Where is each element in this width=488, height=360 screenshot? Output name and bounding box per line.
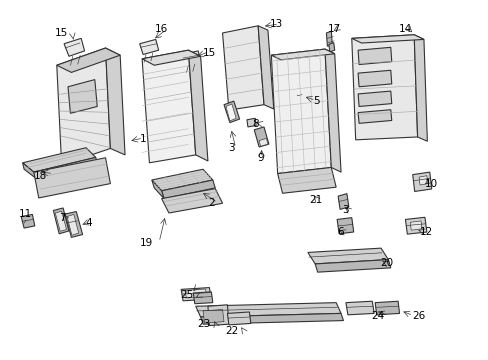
Text: 8: 8 bbox=[252, 120, 259, 129]
Text: 5: 5 bbox=[312, 96, 319, 106]
Text: 21: 21 bbox=[308, 195, 322, 205]
Text: 20: 20 bbox=[379, 258, 392, 268]
Polygon shape bbox=[21, 215, 35, 228]
Polygon shape bbox=[184, 289, 206, 298]
Polygon shape bbox=[295, 90, 303, 103]
Polygon shape bbox=[259, 138, 267, 146]
Text: 14: 14 bbox=[398, 24, 411, 35]
Polygon shape bbox=[227, 312, 250, 325]
Polygon shape bbox=[315, 260, 390, 272]
Polygon shape bbox=[258, 26, 273, 109]
Polygon shape bbox=[207, 305, 228, 325]
Polygon shape bbox=[195, 303, 340, 317]
Polygon shape bbox=[55, 211, 66, 231]
Polygon shape bbox=[57, 48, 120, 72]
Text: 26: 26 bbox=[411, 311, 425, 321]
Text: 25: 25 bbox=[180, 291, 193, 301]
Text: 3: 3 bbox=[228, 143, 234, 153]
Polygon shape bbox=[182, 51, 200, 65]
Polygon shape bbox=[325, 49, 340, 172]
Polygon shape bbox=[222, 26, 264, 110]
Polygon shape bbox=[336, 218, 353, 234]
Polygon shape bbox=[152, 180, 163, 199]
Polygon shape bbox=[181, 288, 211, 301]
Text: 15: 15 bbox=[55, 28, 68, 38]
Text: 9: 9 bbox=[257, 153, 264, 163]
Polygon shape bbox=[277, 167, 335, 193]
Polygon shape bbox=[105, 48, 125, 155]
Polygon shape bbox=[225, 104, 236, 121]
Polygon shape bbox=[418, 176, 427, 185]
Polygon shape bbox=[357, 47, 391, 64]
Polygon shape bbox=[140, 40, 158, 54]
Polygon shape bbox=[200, 314, 343, 324]
Text: 7: 7 bbox=[59, 213, 66, 222]
Polygon shape bbox=[246, 118, 256, 127]
Polygon shape bbox=[307, 248, 387, 264]
Text: 12: 12 bbox=[419, 227, 432, 237]
Text: 19: 19 bbox=[140, 238, 153, 248]
Text: 6: 6 bbox=[336, 227, 343, 237]
Text: 24: 24 bbox=[371, 311, 384, 321]
Polygon shape bbox=[142, 50, 200, 65]
Polygon shape bbox=[357, 70, 391, 87]
Polygon shape bbox=[193, 292, 212, 304]
Polygon shape bbox=[271, 49, 334, 60]
Polygon shape bbox=[57, 48, 110, 165]
Polygon shape bbox=[405, 217, 426, 234]
Text: 13: 13 bbox=[269, 19, 282, 29]
Text: 22: 22 bbox=[225, 326, 238, 336]
Text: 1: 1 bbox=[140, 134, 146, 144]
Polygon shape bbox=[374, 301, 399, 315]
Polygon shape bbox=[357, 110, 391, 123]
Text: 23: 23 bbox=[197, 319, 210, 329]
Polygon shape bbox=[328, 42, 334, 52]
Polygon shape bbox=[22, 163, 36, 178]
Polygon shape bbox=[412, 172, 431, 192]
Polygon shape bbox=[68, 80, 97, 113]
Polygon shape bbox=[22, 148, 96, 172]
Polygon shape bbox=[271, 49, 330, 174]
Polygon shape bbox=[337, 194, 348, 210]
Polygon shape bbox=[413, 35, 427, 141]
Polygon shape bbox=[351, 35, 423, 43]
Polygon shape bbox=[142, 50, 195, 163]
Polygon shape bbox=[67, 215, 79, 235]
Text: 17: 17 bbox=[327, 24, 341, 35]
Polygon shape bbox=[203, 310, 224, 323]
Polygon shape bbox=[161, 189, 222, 213]
Polygon shape bbox=[161, 180, 215, 199]
Polygon shape bbox=[326, 31, 331, 46]
Polygon shape bbox=[357, 91, 391, 107]
Text: 4: 4 bbox=[85, 218, 91, 228]
Polygon shape bbox=[188, 50, 207, 161]
Polygon shape bbox=[53, 208, 69, 234]
Polygon shape bbox=[254, 127, 268, 147]
Polygon shape bbox=[345, 301, 373, 315]
Polygon shape bbox=[351, 35, 417, 140]
Polygon shape bbox=[224, 101, 239, 123]
Text: 2: 2 bbox=[207, 198, 214, 208]
Polygon shape bbox=[64, 39, 84, 56]
Polygon shape bbox=[409, 221, 421, 230]
Polygon shape bbox=[65, 212, 82, 237]
Text: 11: 11 bbox=[19, 209, 32, 219]
Polygon shape bbox=[34, 157, 97, 178]
Text: 16: 16 bbox=[155, 24, 168, 35]
Text: 18: 18 bbox=[34, 171, 47, 181]
Polygon shape bbox=[152, 169, 212, 191]
Text: 15: 15 bbox=[203, 48, 216, 58]
Polygon shape bbox=[34, 158, 110, 198]
Text: 3: 3 bbox=[341, 206, 348, 216]
Text: 10: 10 bbox=[424, 179, 437, 189]
